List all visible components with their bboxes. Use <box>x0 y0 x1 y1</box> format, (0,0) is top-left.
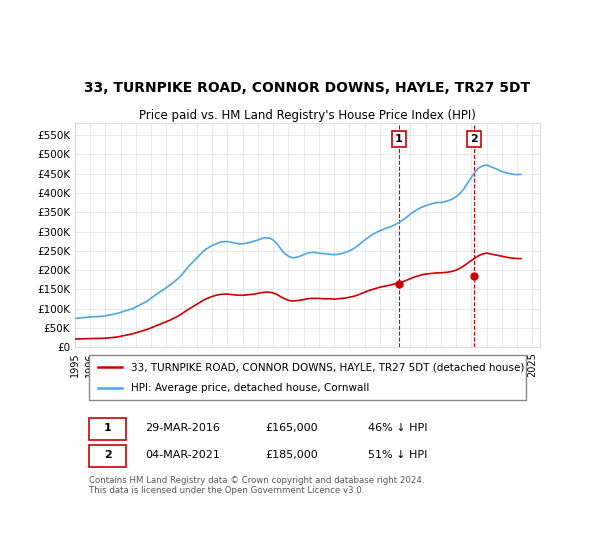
Text: 46% ↓ HPI: 46% ↓ HPI <box>368 423 427 433</box>
Text: 33, TURNPIKE ROAD, CONNOR DOWNS, HAYLE, TR27 5DT (detached house): 33, TURNPIKE ROAD, CONNOR DOWNS, HAYLE, … <box>131 362 524 372</box>
Text: Contains HM Land Registry data © Crown copyright and database right 2024.
This d: Contains HM Land Registry data © Crown c… <box>89 476 424 496</box>
FancyBboxPatch shape <box>89 445 126 466</box>
Text: £185,000: £185,000 <box>266 450 319 460</box>
Text: 29-MAR-2016: 29-MAR-2016 <box>145 423 220 433</box>
Text: HPI: Average price, detached house, Cornwall: HPI: Average price, detached house, Corn… <box>131 383 369 393</box>
Text: 2: 2 <box>470 134 478 144</box>
FancyBboxPatch shape <box>89 355 526 400</box>
Text: 2: 2 <box>104 450 112 460</box>
Text: 33, TURNPIKE ROAD, CONNOR DOWNS, HAYLE, TR27 5DT: 33, TURNPIKE ROAD, CONNOR DOWNS, HAYLE, … <box>85 81 530 95</box>
Text: £165,000: £165,000 <box>266 423 318 433</box>
FancyBboxPatch shape <box>89 418 126 440</box>
Text: Price paid vs. HM Land Registry's House Price Index (HPI): Price paid vs. HM Land Registry's House … <box>139 109 476 122</box>
Text: 04-MAR-2021: 04-MAR-2021 <box>145 450 220 460</box>
Text: 1: 1 <box>395 134 403 144</box>
Text: 51% ↓ HPI: 51% ↓ HPI <box>368 450 427 460</box>
Text: 1: 1 <box>104 423 112 433</box>
